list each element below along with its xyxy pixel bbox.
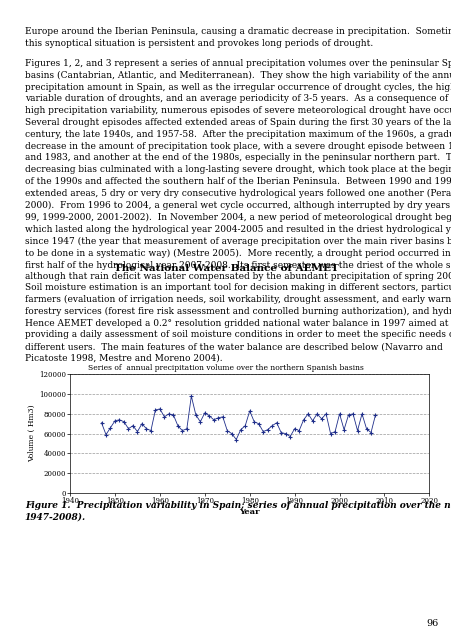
Text: Europe around the Iberian Peninsula, causing a dramatic decrease in precipitatio: Europe around the Iberian Peninsula, cau…	[25, 27, 451, 47]
X-axis label: Year: Year	[239, 508, 259, 516]
Text: Figures 1, 2, and 3 represent a series of annual precipitation volumes over the : Figures 1, 2, and 3 represent a series o…	[25, 59, 451, 282]
Text: Figure 1.  Precipitation variability in Spain; series of annual precipitation ov: Figure 1. Precipitation variability in S…	[25, 500, 451, 522]
Text: The National Water Balance of AEMET: The National Water Balance of AEMET	[113, 264, 338, 273]
Text: Soil moisture estimation is an important tool for decision making in different s: Soil moisture estimation is an important…	[25, 283, 451, 363]
Text: Series of  annual precipitation volume over the northern Spanish basins: Series of annual precipitation volume ov…	[88, 365, 363, 372]
Text: 96: 96	[425, 620, 437, 628]
Y-axis label: Volume ( Hm3): Volume ( Hm3)	[28, 404, 36, 463]
